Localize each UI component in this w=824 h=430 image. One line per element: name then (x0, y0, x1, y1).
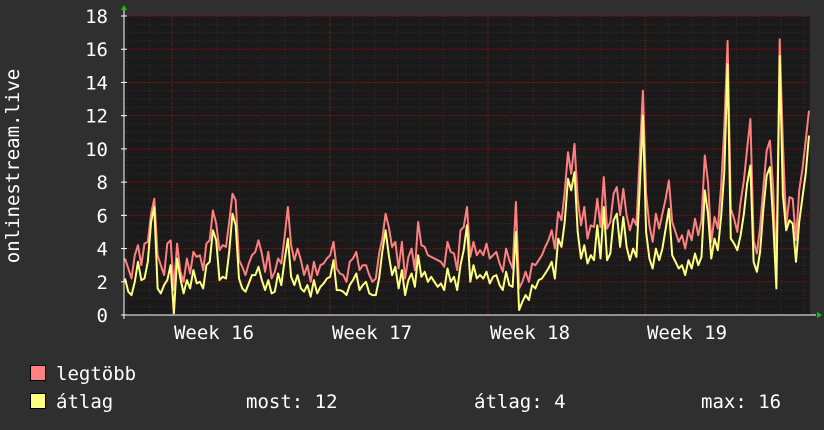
legend-swatch-avg (30, 392, 46, 409)
x-tick-label: Week 17 (332, 322, 412, 344)
x-tick-label: Week 19 (647, 322, 727, 344)
series-line-max (124, 38, 810, 292)
y-tick-label: 0 (97, 305, 108, 327)
y-tick-labels: 0 2 4 6 8 10 12 14 16 18 (85, 6, 108, 327)
y-tick-label: 18 (85, 6, 108, 28)
x-tick-label: Week 18 (490, 322, 570, 344)
y-axis-label: onlinestream.live (2, 69, 24, 263)
x-tick-labels: Week 16 Week 17 Week 18 Week 19 (174, 322, 727, 344)
x-axis-arrow (817, 312, 822, 318)
series-layer (124, 38, 810, 315)
y-tick-label: 12 (85, 106, 108, 128)
legend-max: legtöbb (30, 363, 136, 385)
legend-avg-label: átlag (56, 391, 114, 413)
series-line-avg (124, 54, 810, 315)
y-axis-arrow (121, 5, 127, 10)
y-tick-label: 10 (85, 139, 108, 161)
y-tick-label: 8 (97, 172, 108, 194)
stat-max: max: 16 (701, 391, 782, 413)
legend-avg: átlag (30, 391, 113, 413)
stat-now: most: 12 (246, 391, 338, 413)
y-tick-label: 4 (97, 239, 108, 261)
major-grid (124, 15, 810, 316)
x-tick-label: Week 16 (174, 322, 254, 344)
legend-swatch-max (30, 364, 46, 381)
stat-average: átlag: 4 (474, 391, 566, 413)
axes (121, 5, 822, 319)
y-tick-label: 2 (97, 272, 108, 294)
y-tick-label: 16 (85, 39, 108, 61)
y-tick-label: 6 (97, 205, 108, 227)
legend-max-label: legtöbb (56, 363, 137, 385)
y-tick-label: 14 (85, 72, 108, 94)
